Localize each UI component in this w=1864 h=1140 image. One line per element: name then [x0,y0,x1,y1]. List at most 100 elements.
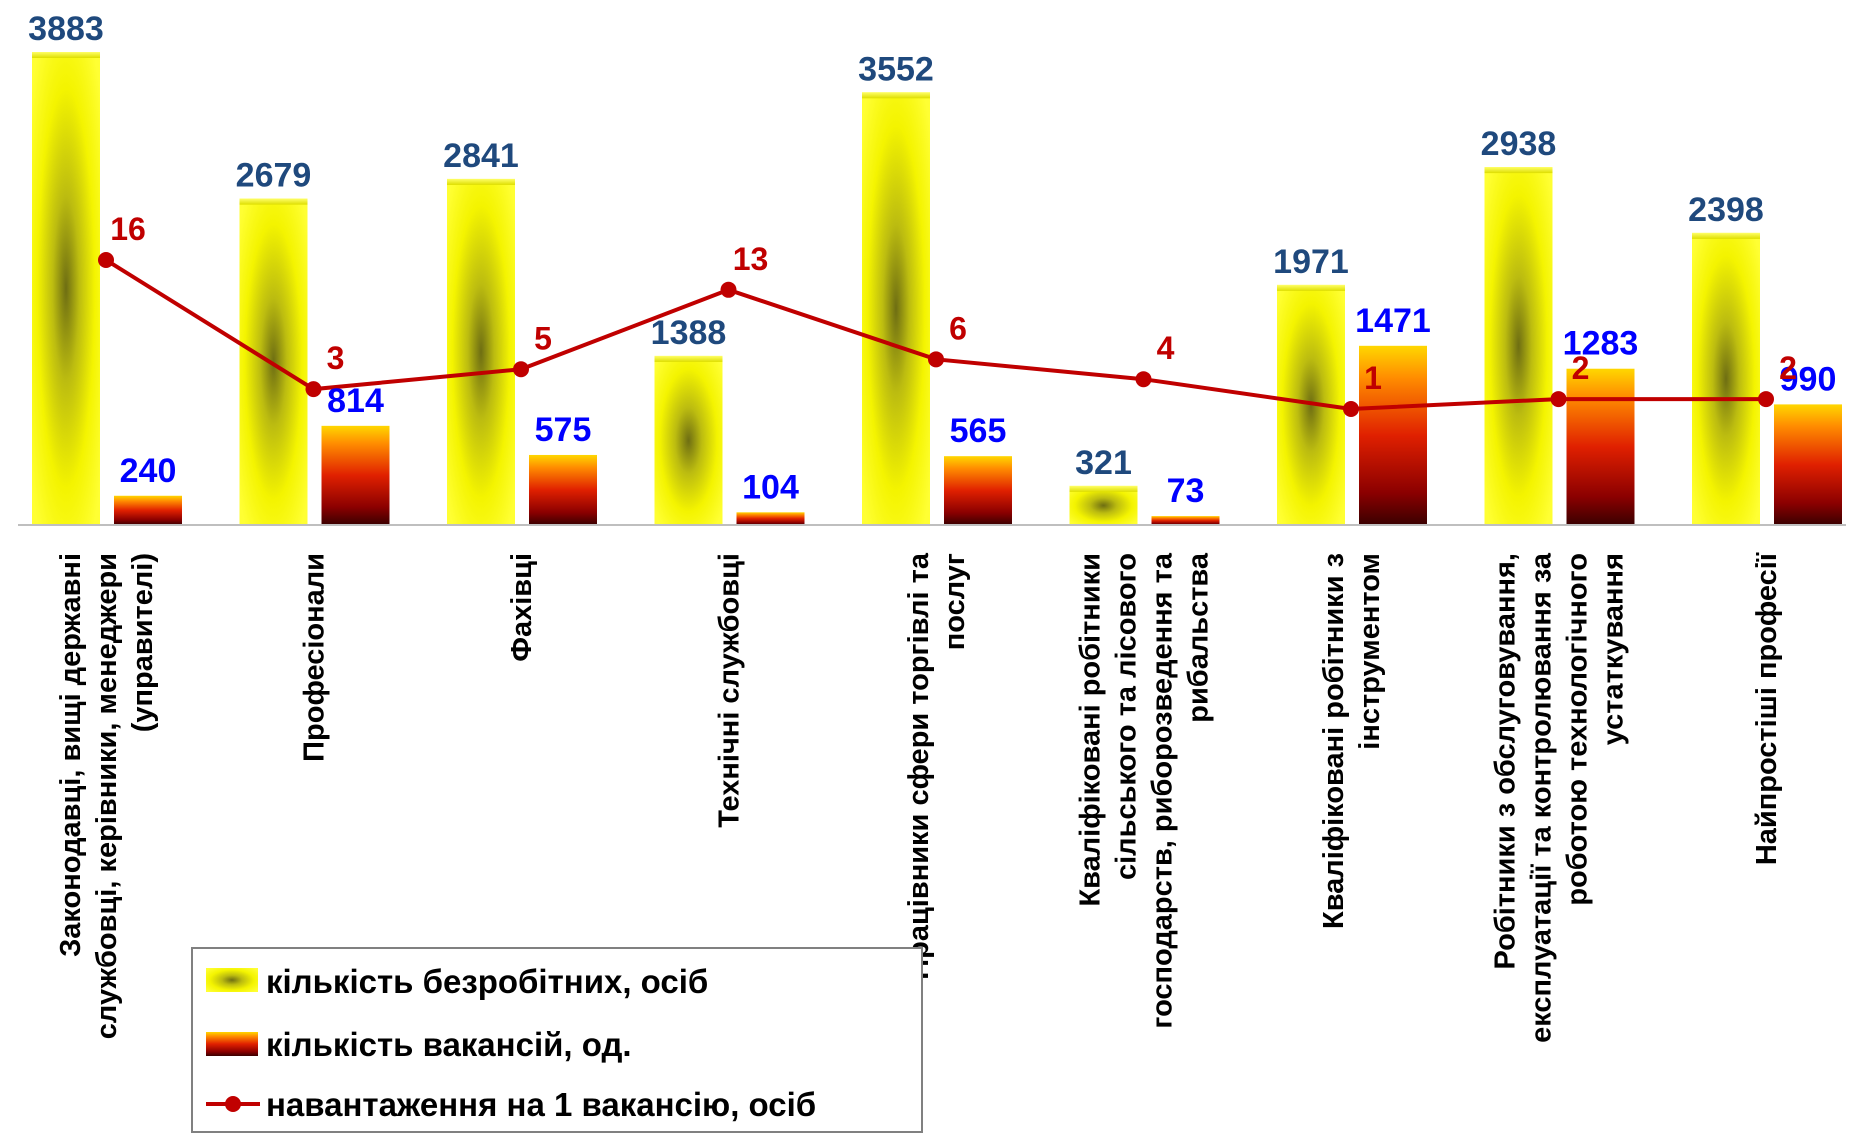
load-marker [1135,371,1152,388]
bar-vacancies [736,512,805,525]
bar-unemployed-top [1484,167,1553,174]
bar-unemployed-top [1692,232,1760,239]
category-label: Технічні службовці [714,553,746,828]
data-label-vacancies: 990 [1780,360,1837,398]
category-label-line: сільського та лісового [1111,553,1143,880]
category-label-line: експлуатації та контролювання за [1526,552,1558,1043]
category-label-line: інструментом [1354,553,1386,750]
category-label-line: Технічні службовці [714,553,746,828]
data-label-load: 6 [949,310,967,346]
legend-swatch-vacancies [206,1032,258,1056]
category-label-line: Кваліфіковані робітники з [1318,553,1350,929]
bar-vacancies [1774,404,1842,525]
data-label-load: 5 [534,320,552,356]
load-marker [1343,401,1359,417]
data-label-unemployed: 2679 [236,157,312,195]
load-marker [305,381,322,398]
category-label-line: Законодавці, вищі державні [55,553,87,957]
bar-vacancies [114,495,182,525]
data-label-vacancies: 73 [1167,472,1205,510]
category-label: Професіонали [299,553,331,762]
bar-unemployed-top [32,52,100,58]
bar-vacancies [529,454,597,525]
category-label: Найпростіші професії [1751,552,1783,865]
category-labels: Законодавці, вищі державні службовці, кер… [55,552,1783,1043]
category-label: Кваліфіковані робітники з інструментом [1318,553,1386,929]
data-label-load: 2 [1779,350,1797,386]
data-label-vacancies: 575 [535,411,592,449]
data-label-load: 1 [1364,360,1382,396]
category-label-line: Фахівці [506,553,538,662]
data-label-load: 4 [1157,330,1175,366]
category-label: Законодавці, вищі державні службовці, кер… [55,553,159,1039]
data-label-vacancies: 1471 [1355,302,1431,340]
data-label-unemployed: 2938 [1481,125,1557,163]
load-marker [1758,391,1774,408]
data-label-unemployed: 1971 [1273,243,1349,281]
data-label-vacancies: 565 [950,412,1007,450]
data-label-unemployed: 3552 [858,50,934,88]
bar-unemployed [862,92,930,525]
data-label-load: 3 [327,340,345,376]
category-label-line: Професіонали [299,553,331,762]
bar-unemployed [32,52,100,525]
category-label-line: господарств, риборозведення та [1147,552,1179,1028]
category-label-line: рибальства [1183,552,1215,723]
legend-swatch-load-marker [225,1096,241,1112]
bar-vacancies [1151,516,1220,525]
category-label-line: устаткування [1598,553,1630,745]
data-label-unemployed: 2398 [1688,191,1764,229]
legend-entry-unemployed: кількість безробітних, осіб [266,963,708,1000]
bar-vacancies [321,425,390,525]
data-label-vacancies: 1283 [1563,325,1639,363]
data-label-unemployed: 321 [1075,444,1132,482]
data-label-load: 16 [110,211,146,247]
category-label-line: (управителі) [127,553,159,732]
bar-unemployed [654,355,723,525]
category-label-line: послуг [939,553,971,650]
bar-vacancies [1566,368,1635,525]
legend-swatch-unemployed [206,968,258,992]
data-label-vacancies: 814 [327,382,384,420]
legend-box [191,947,923,1133]
bar-vacancies [1359,345,1427,525]
load-marker [513,361,529,378]
bar-unemployed [1069,485,1138,525]
data-label-vacancies: 240 [120,452,177,490]
bar-unemployed-top [862,92,930,99]
bar-unemployed-top [654,355,723,362]
bar-unemployed [239,198,308,525]
data-label-vacancies: 104 [742,468,799,506]
category-label-line: Працівники сфери торгівлі та [903,552,935,980]
category-label-line: Найпростіші професії [1751,552,1783,865]
bar-unemployed-top [1069,485,1138,492]
labels-layer: 3883240267981428415751388104355256532173… [28,10,1836,510]
line-layer [98,252,1774,417]
bar-unemployed-top [239,198,308,205]
category-label-line: роботою технологічного [1562,553,1594,906]
category-label-line: Робітники з обслуговування, [1490,553,1522,970]
data-label-load: 13 [733,241,769,277]
category-label: Кваліфіковані робітники сільського та ліс… [1075,552,1215,1028]
load-marker [98,252,114,268]
category-label: Працівники сфери торгівлі та послуг [903,552,971,980]
load-marker [1550,391,1567,408]
bar-unemployed [1484,167,1553,525]
data-label-unemployed: 2841 [443,137,519,175]
data-label-load: 2 [1572,350,1590,386]
data-label-unemployed: 1388 [651,314,727,352]
bar-vacancies [944,456,1012,525]
category-label-line: Кваліфіковані робітники [1075,553,1107,907]
bar-unemployed [1692,232,1760,526]
bars-layer [32,52,1842,526]
bar-unemployed-top [447,178,515,185]
category-label: Робітники з обслуговування, експлуатації … [1490,552,1630,1043]
load-marker [720,281,737,298]
legend-entry-load: навантаження на 1 вакансію, осіб [266,1086,816,1123]
category-label: Фахівці [506,553,538,662]
data-label-unemployed: 3883 [28,10,104,48]
bar-unemployed [447,178,515,525]
legend: кількість безробітних, осіб кількість ва… [191,947,923,1133]
legend-entry-vacancies: кількість вакансій, од. [266,1026,632,1063]
